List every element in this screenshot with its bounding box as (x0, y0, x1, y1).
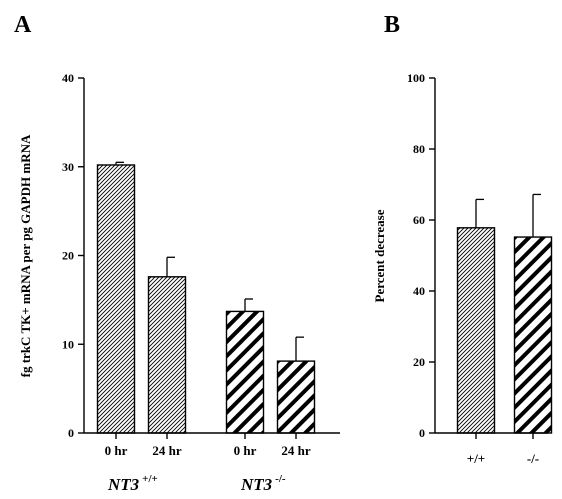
panel-a-category-labels: 0 hr 24 hr 0 hr 24 hr (105, 433, 311, 458)
y-tick-label: 40 (62, 71, 74, 85)
group-label-knockout: NT3 -/- (240, 473, 286, 494)
y-tick-label: 80 (413, 142, 425, 156)
y-tick-label: 40 (413, 284, 425, 298)
y-tick-label: 60 (413, 213, 425, 227)
category-label: 0 hr (234, 443, 257, 458)
y-tick-label: 0 (68, 426, 74, 440)
panel-a-letter: A (14, 12, 32, 38)
bar (513, 236, 553, 434)
category-label: 24 hr (281, 443, 310, 458)
y-tick-label: 20 (413, 355, 425, 369)
y-tick-label: 10 (62, 337, 74, 351)
panel-a-bars (84, 161, 340, 434)
y-tick-label: 30 (62, 160, 74, 174)
bar (225, 310, 265, 434)
y-tick-label: 100 (407, 71, 425, 85)
category-label: 24 hr (152, 443, 181, 458)
bar (147, 276, 187, 434)
bar (456, 227, 496, 434)
panel-a-group-labels: NT3 +/+ NT3 -/- (107, 473, 286, 494)
y-tick-label: 20 (62, 249, 74, 263)
bar (276, 360, 316, 434)
group-label-wildtype: NT3 +/+ (107, 473, 158, 494)
panel-b: B Percent decrease 0 20 40 60 80 100 +/+ -/- (372, 12, 553, 466)
category-label: 0 hr (105, 443, 128, 458)
panel-b-y-axis-label: Percent decrease (372, 209, 387, 302)
group-label-wildtype-superscript: +/+ (142, 473, 158, 485)
panel-a-y-axis-label: fg trkC TK+ mRNA per pg GAPDH mRNA (18, 134, 33, 377)
panel-b-bars (435, 193, 553, 434)
bar (96, 164, 136, 434)
panel-b-y-ticks: 0 20 40 60 80 100 (407, 71, 435, 440)
category-label: +/+ (467, 451, 485, 466)
panel-b-letter: B (384, 12, 400, 38)
panel-a: A fg trkC TK+ mRNA per pg GAPDH mRNA 0 10… (14, 12, 340, 494)
group-label-knockout-superscript: -/- (275, 473, 286, 485)
category-label: -/- (527, 451, 539, 466)
panel-b-category-labels: +/+ -/- (467, 433, 539, 466)
panel-a-y-ticks: 0 10 20 30 40 (62, 71, 84, 440)
y-tick-label: 0 (419, 426, 425, 440)
